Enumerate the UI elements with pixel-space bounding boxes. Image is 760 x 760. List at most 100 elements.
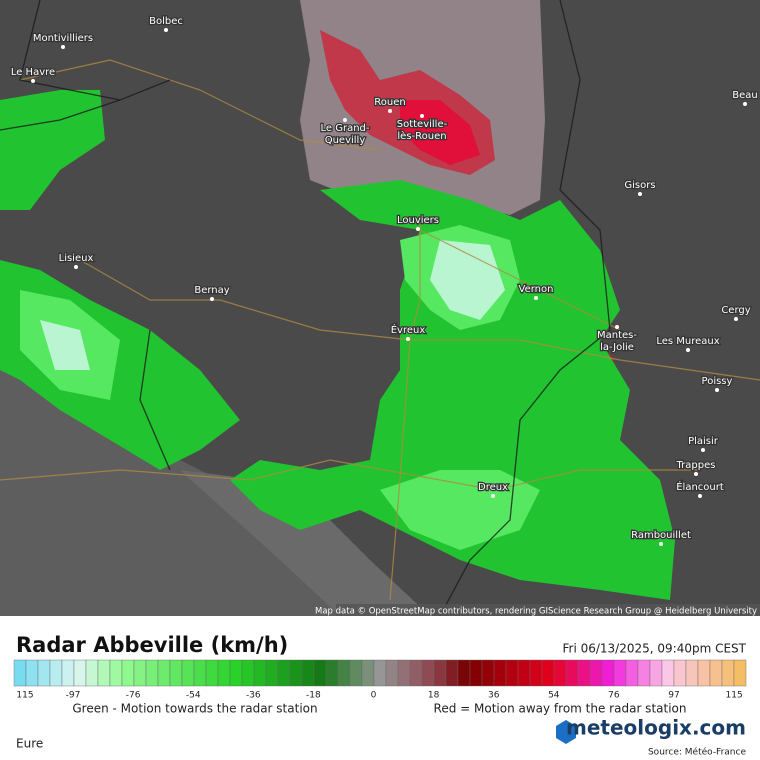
color-swatch	[253, 659, 267, 687]
brand[interactable]: meteologix.com	[566, 716, 746, 740]
color-swatch	[205, 659, 219, 687]
legend-panel: Radar Abbeville (km/h) Fri 06/13/2025, 0…	[13, 633, 747, 758]
city-dot	[416, 227, 420, 231]
city-label: Le Havre	[11, 67, 55, 78]
city-label: Sotteville-	[397, 119, 448, 130]
city-label: la-Jolie	[600, 342, 634, 353]
timestamp: Fri 06/13/2025, 09:40pm CEST	[562, 642, 746, 656]
city-dot	[615, 325, 619, 329]
city-label: Cergy	[721, 305, 750, 316]
green-note: Green - Motion towards the radar station	[72, 702, 317, 716]
city-label: Rouen	[374, 97, 405, 108]
legend-tick: 0	[371, 691, 377, 701]
city-label: Quevilly	[325, 135, 366, 146]
color-swatch	[217, 659, 231, 687]
city-label: Lisieux	[59, 253, 94, 264]
legend-tick: 115	[726, 691, 743, 701]
color-swatch	[385, 659, 399, 687]
color-swatch	[409, 659, 423, 687]
city-dot	[694, 472, 698, 476]
color-swatch	[325, 659, 339, 687]
legend-tick: -76	[126, 691, 141, 701]
legend-tick: 76	[608, 691, 620, 701]
city-label: Plaisir	[688, 436, 719, 447]
color-swatch	[637, 659, 651, 687]
color-swatch	[457, 659, 471, 687]
color-swatch	[181, 659, 195, 687]
city-dot	[734, 317, 738, 321]
color-swatch	[661, 659, 675, 687]
color-swatch	[169, 659, 183, 687]
city-label: Les Mureaux	[656, 336, 719, 347]
city-dot	[210, 297, 214, 301]
legend-tick: 115	[16, 691, 33, 701]
city-dot	[686, 348, 690, 352]
color-swatch	[193, 659, 207, 687]
color-swatch	[421, 659, 435, 687]
color-swatch	[493, 659, 507, 687]
legend-tick: 54	[548, 691, 560, 701]
color-swatch	[109, 659, 123, 687]
color-swatch	[289, 659, 303, 687]
legend-tick: -18	[306, 691, 321, 701]
color-swatch	[241, 659, 255, 687]
brand-logo	[556, 720, 576, 744]
color-swatch	[277, 659, 291, 687]
color-swatch	[373, 659, 387, 687]
city-dot	[698, 494, 702, 498]
city-label: Élancourt	[676, 480, 724, 493]
city-label: Bolbec	[149, 16, 183, 27]
city-label: Louviers	[397, 215, 439, 226]
city-label: lès-Rouen	[397, 130, 446, 142]
city-dot	[659, 542, 663, 546]
city-dot	[343, 118, 347, 122]
color-swatch	[301, 659, 315, 687]
color-swatch	[97, 659, 111, 687]
color-swatch	[625, 659, 639, 687]
color-swatch	[349, 659, 363, 687]
city-dot	[743, 102, 747, 106]
city-label: Dreux	[478, 482, 508, 493]
city-label: Gisors	[624, 180, 655, 191]
legend-tick: 36	[488, 691, 500, 701]
city-label: Beau	[732, 90, 757, 101]
color-swatch	[121, 659, 135, 687]
color-swatch	[685, 659, 699, 687]
color-swatch	[469, 659, 483, 687]
color-swatch	[529, 659, 543, 687]
radar-map: Montivilliers Bolbec Le Havre Rouen Le Grand…	[0, 0, 760, 616]
color-swatch	[565, 659, 579, 687]
color-swatch	[589, 659, 603, 687]
color-swatch	[361, 659, 375, 687]
color-swatch	[313, 659, 327, 687]
legend-tick: -97	[66, 691, 81, 701]
city-label: Montivilliers	[33, 33, 93, 44]
city-dot	[638, 192, 642, 196]
legend-tick: -36	[246, 691, 261, 701]
city-label: Le Grand-	[320, 123, 369, 134]
color-swatch	[445, 659, 459, 687]
city-label: Trappes	[676, 460, 716, 471]
color-swatch	[25, 659, 39, 687]
color-swatch	[13, 659, 27, 687]
city-dot	[491, 494, 495, 498]
legend-tick: 18	[428, 691, 440, 701]
city-label: Évreux	[391, 323, 426, 336]
color-swatch	[337, 659, 351, 687]
color-swatch	[601, 659, 615, 687]
color-swatch	[709, 659, 723, 687]
color-swatch	[61, 659, 75, 687]
color-swatch	[265, 659, 279, 687]
color-swatch	[481, 659, 495, 687]
city-dot	[715, 388, 719, 392]
color-swatch	[85, 659, 99, 687]
city-dot	[406, 337, 410, 341]
city-label: Bernay	[194, 285, 229, 296]
color-swatch	[229, 659, 243, 687]
legend-tick: -54	[186, 691, 201, 701]
region: Eure	[16, 737, 43, 751]
color-swatch	[397, 659, 411, 687]
color-swatch	[613, 659, 627, 687]
color-swatch	[721, 659, 735, 687]
